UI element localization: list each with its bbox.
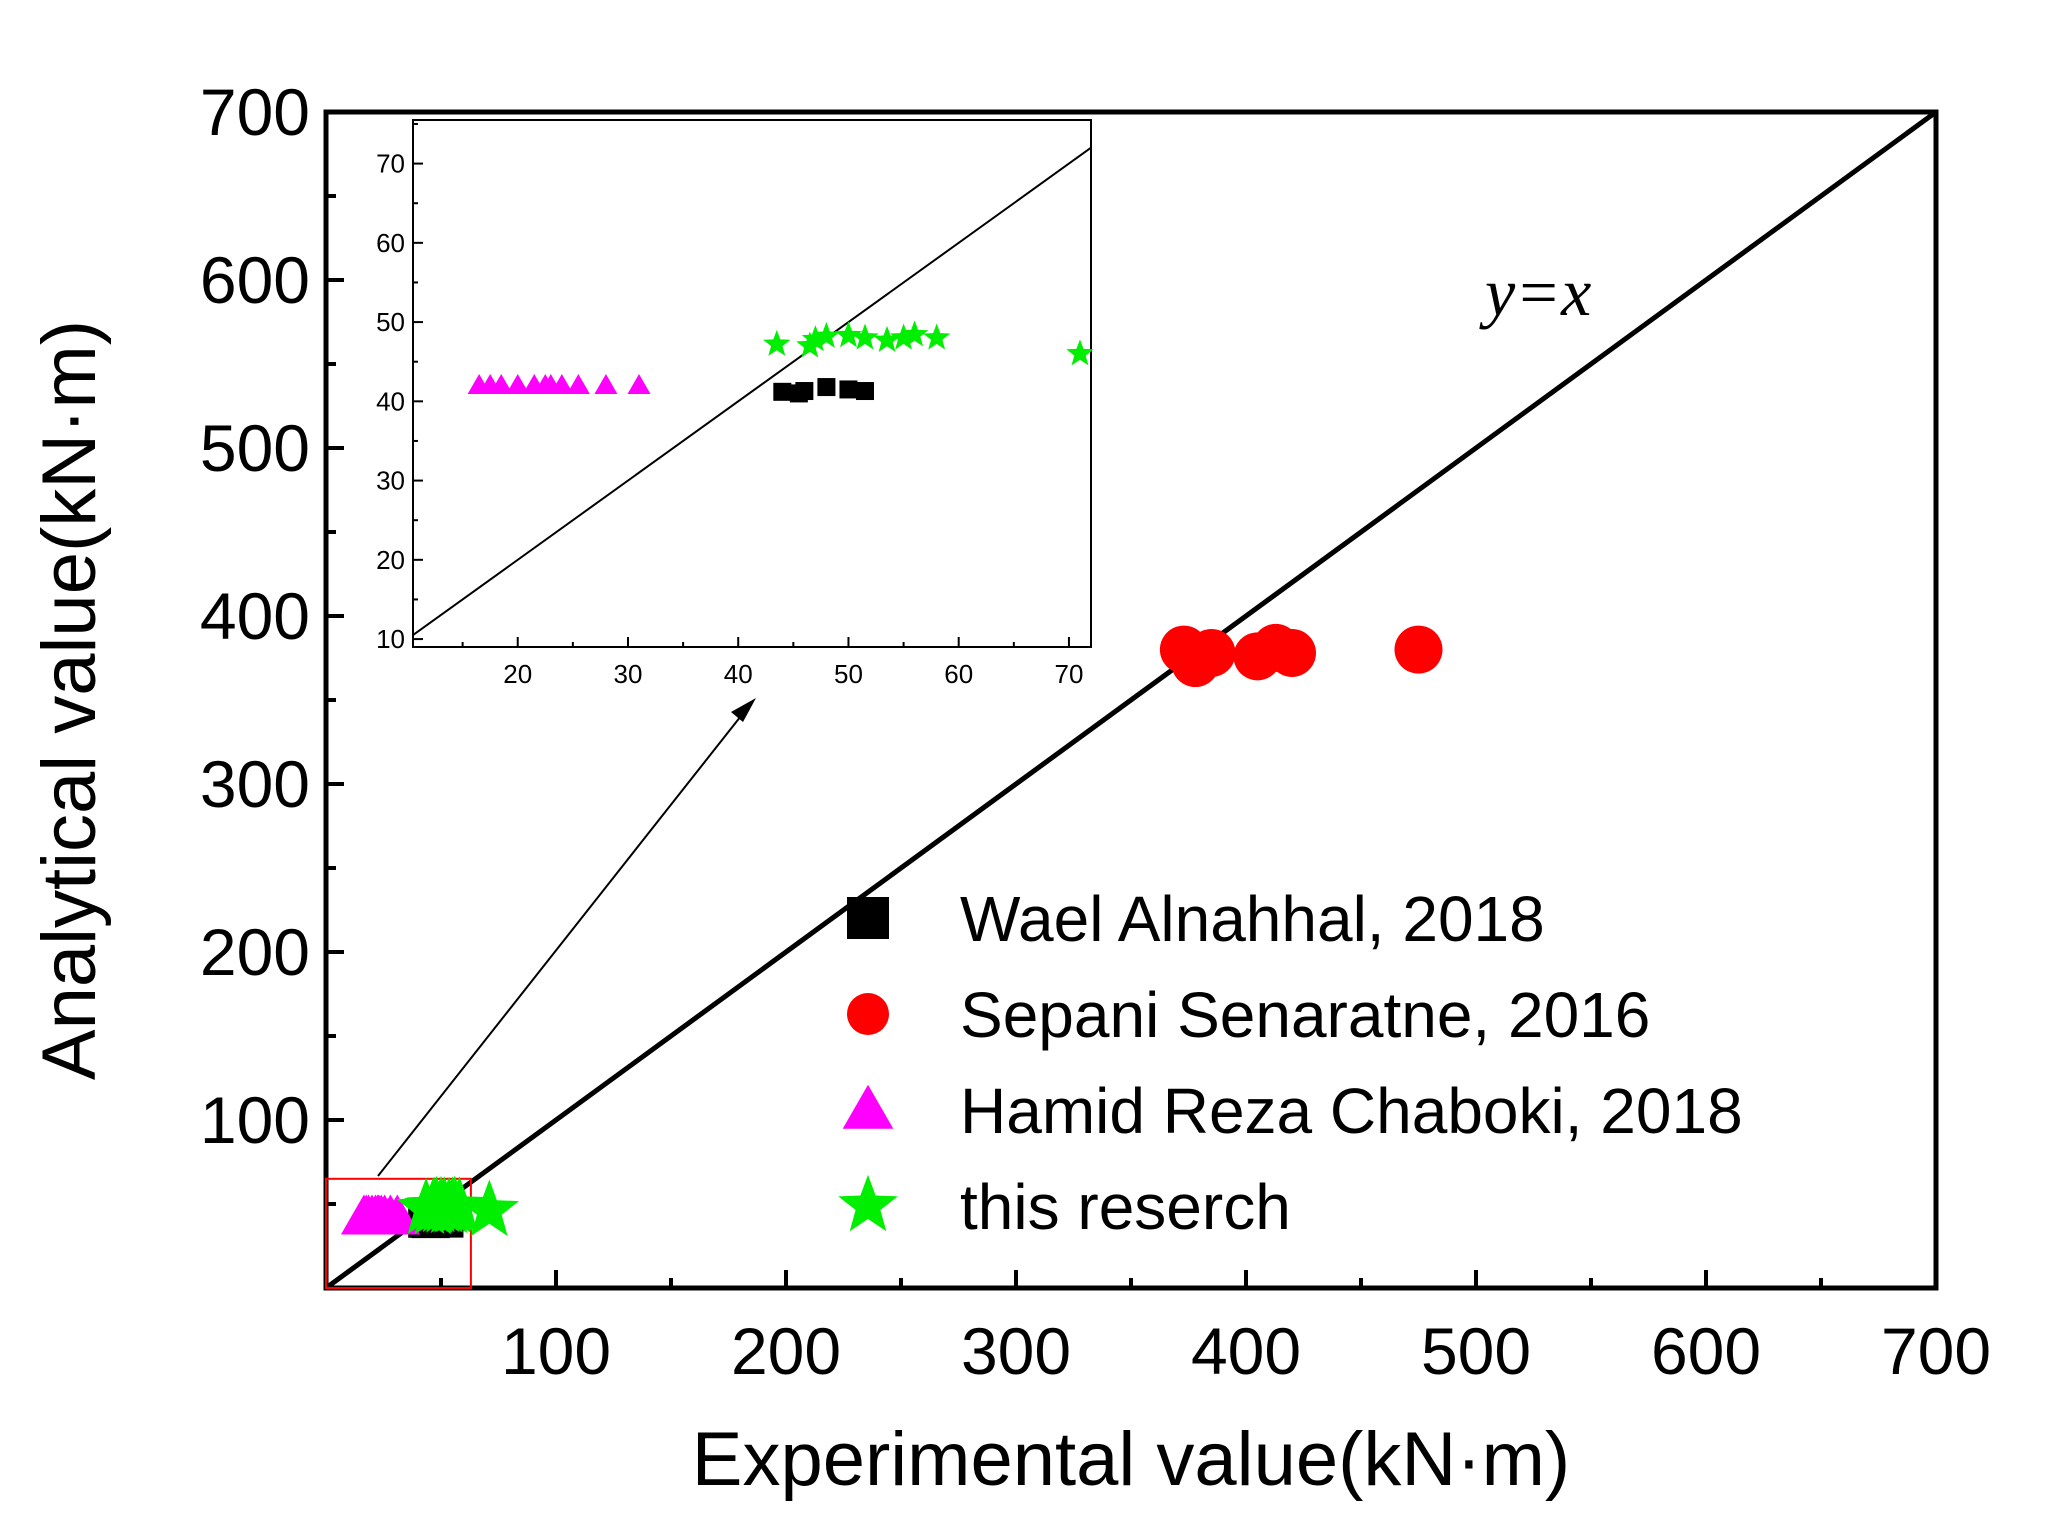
y-axis-title: Analytical value(kN·m) [27, 320, 112, 1080]
inset-x-tick-label: 30 [614, 659, 643, 689]
x-axis-title: Experimental value(kN·m) [692, 1417, 1570, 1502]
inset-data-point-star [812, 321, 841, 348]
inset-data-point-triangle [627, 373, 651, 394]
x-tick-label: 700 [1881, 1314, 1991, 1388]
inset-x-tick-label: 60 [944, 659, 973, 689]
inset-data-point-triangle [506, 373, 530, 394]
inset-x-axis-ticks: 20 30 40 50 60 70 [461, 637, 1083, 689]
x-tick-label: 200 [731, 1314, 841, 1388]
data-point-star [459, 1179, 519, 1236]
y-axis-ticks: 100 200 300 400 500 600 700 [200, 75, 344, 1206]
inset-data-point-triangle [594, 373, 618, 394]
inset-y-tick-label: 70 [376, 149, 405, 179]
inset-data-point-star [873, 325, 901, 352]
inset-data-point-star [763, 329, 791, 356]
legend-marker-star [838, 1174, 898, 1232]
data-point-star [429, 1176, 490, 1233]
y-tick-label: 100 [200, 1083, 310, 1157]
zoom-arrow [377, 701, 753, 1177]
inset-x-tick-label: 70 [1054, 659, 1083, 689]
inset-data-point-square [839, 380, 858, 399]
inset-data-point-star [834, 321, 863, 348]
data-point-triangle [374, 1194, 421, 1235]
inset-frame [412, 119, 1092, 648]
inset-data-point-star [900, 320, 929, 347]
legend-label: Hamid Reza Chaboki, 2018 [960, 1075, 1743, 1147]
inset-data-point-square [795, 382, 814, 401]
inset-data-point-star [1066, 339, 1094, 366]
x-axis-ticks: 100 200 300 400 500 600 700 [439, 1270, 1991, 1388]
legend-marker-triangle [842, 1084, 894, 1129]
y-tick-label: 500 [200, 411, 310, 485]
inset-y-tick-label: 50 [376, 307, 405, 337]
inset-data-point-triangle [550, 373, 574, 394]
data-point-circle [1268, 628, 1316, 677]
inset-y-tick-label: 40 [376, 386, 405, 416]
y-tick-label: 400 [200, 579, 310, 653]
y-tick-label: 700 [200, 75, 310, 149]
x-tick-label: 600 [1651, 1314, 1761, 1388]
inset-identity-line [412, 146, 1092, 636]
inset-data-points [467, 320, 1094, 403]
inset-data-point-star [923, 323, 951, 350]
inset-data-point-square [856, 382, 874, 401]
legend-label: this reserch [960, 1171, 1291, 1243]
y-tick-label: 300 [200, 747, 310, 821]
legend-marker-circle [847, 993, 889, 1035]
inset-y-tick-label: 60 [376, 228, 405, 258]
x-tick-label: 100 [501, 1314, 611, 1388]
inset-data-point-square [817, 378, 836, 397]
y-tick-label: 600 [200, 243, 310, 317]
legend-label: Wael Alnahhal, 2018 [960, 883, 1545, 955]
inset-y-tick-label: 10 [376, 624, 405, 654]
inset-x-tick-label: 20 [503, 659, 532, 689]
inset-data-point-square [773, 382, 792, 401]
inset-data-point-triangle [566, 373, 590, 394]
zoom-region-box [325, 1177, 472, 1290]
identity-line [324, 109, 1938, 1291]
x-tick-label: 300 [961, 1314, 1071, 1388]
zoom-arrow-head [731, 698, 756, 722]
legend-marker-square [847, 897, 889, 939]
inset-data-point-star [889, 323, 918, 350]
x-tick-label: 500 [1421, 1314, 1531, 1388]
legend-label: Sepani Senaratne, 2016 [960, 979, 1650, 1051]
inset-data-point-star [851, 323, 879, 350]
y-tick-label: 200 [200, 915, 310, 989]
inset-x-tick-label: 50 [834, 659, 863, 689]
inset-chart: 20 30 40 50 60 70 10 20 30 40 50 60 70 [376, 119, 1094, 689]
inset-data-point-triangle [489, 373, 513, 394]
data-point-circle [1394, 625, 1443, 674]
inset-y-tick-label: 20 [376, 545, 405, 575]
main-data-points [340, 623, 1443, 1239]
x-tick-label: 400 [1191, 1314, 1301, 1388]
legend: Wael Alnahhal, 2018 Sepani Senaratne, 201… [838, 883, 1743, 1243]
inset-y-axis-ticks: 10 20 30 40 50 60 70 [376, 122, 423, 654]
inset-y-tick-label: 30 [376, 466, 405, 496]
data-point-circle [1187, 628, 1236, 677]
inset-data-point-star [801, 325, 830, 352]
inset-x-tick-label: 40 [724, 659, 753, 689]
equation-annotation: y=x [1479, 254, 1591, 330]
